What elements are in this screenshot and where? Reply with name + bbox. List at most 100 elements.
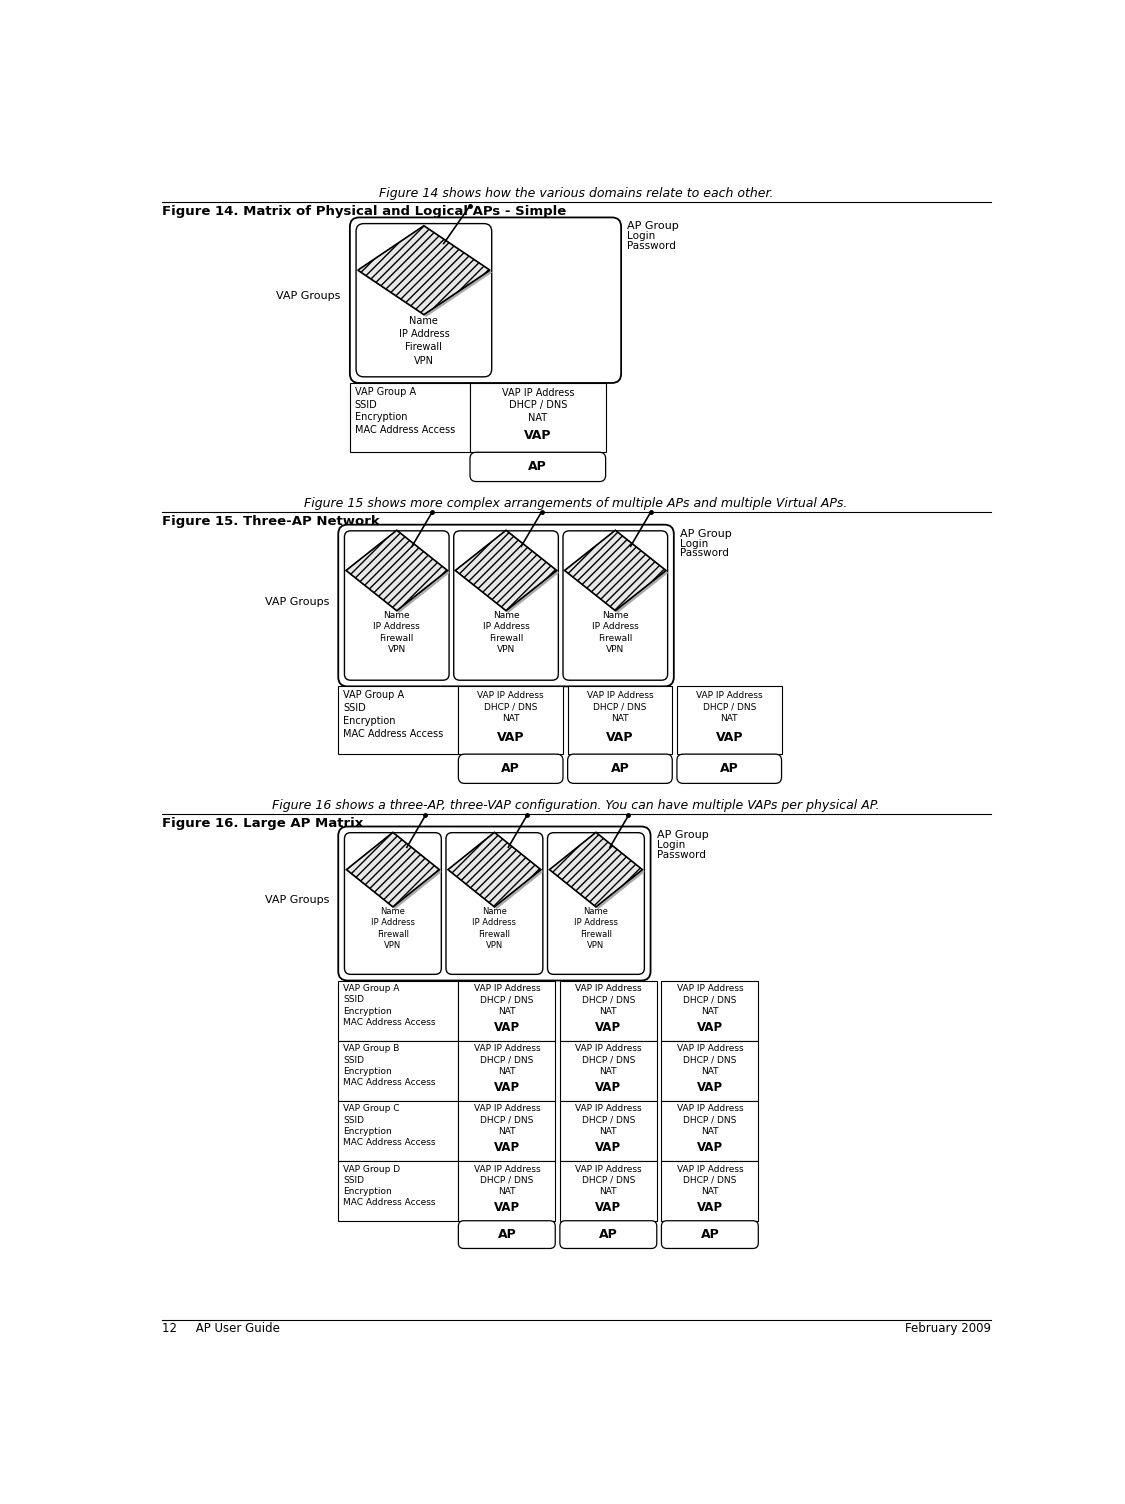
- Text: Name
IP Address
Firewall
VPN: Name IP Address Firewall VPN: [374, 611, 420, 654]
- Text: Name
IP Address
Firewall
VPN: Name IP Address Firewall VPN: [483, 611, 530, 654]
- Bar: [339, 686, 458, 754]
- Bar: [458, 686, 562, 754]
- Text: Name
IP Address
Firewall
VPN: Name IP Address Firewall VPN: [398, 316, 449, 365]
- Text: VAP Groups: VAP Groups: [277, 292, 341, 301]
- Text: Figure 14. Matrix of Physical and Logical APs - Simple: Figure 14. Matrix of Physical and Logica…: [162, 205, 567, 218]
- Bar: [662, 981, 758, 1041]
- Bar: [677, 686, 782, 754]
- Text: VAP: VAP: [494, 1021, 520, 1033]
- Text: VAP: VAP: [595, 1021, 621, 1033]
- Text: VAP Group A
SSID
Encryption
MAC Address Access: VAP Group A SSID Encryption MAC Address …: [343, 690, 443, 738]
- Text: VAP: VAP: [716, 731, 742, 744]
- FancyBboxPatch shape: [453, 531, 558, 680]
- Bar: [662, 1161, 758, 1221]
- Bar: [560, 1161, 657, 1221]
- Text: Login: Login: [657, 841, 685, 850]
- Text: VAP Group D
SSID
Encryption
MAC Address Access: VAP Group D SSID Encryption MAC Address …: [343, 1164, 435, 1206]
- Text: Name
IP Address
Firewall
VPN: Name IP Address Firewall VPN: [472, 907, 516, 949]
- Text: VAP Group A
SSID
Encryption
MAC Address Access: VAP Group A SSID Encryption MAC Address …: [343, 984, 435, 1027]
- Text: VAP: VAP: [696, 1140, 723, 1154]
- Bar: [339, 1101, 458, 1161]
- Text: February 2009: February 2009: [904, 1322, 991, 1334]
- Text: 12     AP User Guide: 12 AP User Guide: [162, 1322, 280, 1334]
- Text: VAP Group B
SSID
Encryption
MAC Address Access: VAP Group B SSID Encryption MAC Address …: [343, 1044, 435, 1087]
- Polygon shape: [456, 531, 557, 611]
- Polygon shape: [346, 832, 440, 907]
- Text: Figure 16. Large AP Matrix: Figure 16. Large AP Matrix: [162, 817, 363, 830]
- Polygon shape: [349, 532, 450, 614]
- Bar: [662, 1041, 758, 1101]
- Text: Login: Login: [628, 232, 656, 241]
- Bar: [560, 1101, 657, 1161]
- Text: AP Group: AP Group: [628, 221, 680, 232]
- Polygon shape: [565, 531, 666, 611]
- Text: VAP IP Address
DHCP / DNS
NAT: VAP IP Address DHCP / DNS NAT: [575, 1104, 641, 1136]
- Text: AP: AP: [529, 460, 547, 472]
- Text: VAP: VAP: [595, 1200, 621, 1214]
- Text: AP: AP: [701, 1227, 719, 1241]
- Text: Figure 16 shows a three-AP, three-VAP configuration. You can have multiple VAPs : Figure 16 shows a three-AP, three-VAP co…: [272, 799, 880, 812]
- FancyBboxPatch shape: [677, 754, 782, 784]
- Text: Password: Password: [680, 547, 729, 558]
- FancyBboxPatch shape: [339, 525, 674, 686]
- FancyBboxPatch shape: [470, 453, 605, 481]
- Bar: [458, 1101, 556, 1161]
- Text: VAP Groups: VAP Groups: [264, 895, 328, 905]
- Bar: [568, 686, 673, 754]
- FancyBboxPatch shape: [548, 833, 645, 975]
- Bar: [458, 1041, 556, 1101]
- Polygon shape: [450, 835, 543, 910]
- Text: Password: Password: [657, 850, 705, 860]
- Text: VAP IP Address
DHCP / DNS
NAT: VAP IP Address DHCP / DNS NAT: [474, 1164, 540, 1196]
- Text: VAP IP Address
DHCP / DNS
NAT: VAP IP Address DHCP / DNS NAT: [575, 1164, 641, 1196]
- FancyBboxPatch shape: [568, 754, 673, 784]
- Text: AP: AP: [502, 763, 520, 775]
- Text: Name
IP Address
Firewall
VPN: Name IP Address Firewall VPN: [574, 907, 618, 949]
- FancyBboxPatch shape: [344, 531, 449, 680]
- FancyBboxPatch shape: [344, 833, 441, 975]
- Text: VAP IP Address
DHCP / DNS
NAT: VAP IP Address DHCP / DNS NAT: [676, 984, 744, 1015]
- Bar: [350, 384, 470, 453]
- Text: VAP IP Address
DHCP / DNS
NAT: VAP IP Address DHCP / DNS NAT: [474, 1044, 540, 1075]
- Text: VAP: VAP: [497, 731, 524, 744]
- Text: AP: AP: [497, 1227, 516, 1241]
- Text: VAP: VAP: [696, 1080, 723, 1093]
- Text: VAP: VAP: [606, 731, 633, 744]
- Text: Login: Login: [680, 538, 709, 549]
- Text: VAP IP Address
DHCP / DNS
NAT: VAP IP Address DHCP / DNS NAT: [474, 1104, 540, 1136]
- Text: VAP: VAP: [696, 1200, 723, 1214]
- Text: AP: AP: [720, 763, 739, 775]
- FancyBboxPatch shape: [357, 224, 492, 378]
- Text: VAP: VAP: [494, 1140, 520, 1154]
- Polygon shape: [551, 835, 645, 910]
- Text: Figure 15. Three-AP Network: Figure 15. Three-AP Network: [162, 516, 380, 528]
- Text: Name
IP Address
Firewall
VPN: Name IP Address Firewall VPN: [371, 907, 415, 949]
- Polygon shape: [458, 532, 559, 614]
- Polygon shape: [448, 832, 541, 907]
- FancyBboxPatch shape: [458, 1221, 556, 1248]
- Text: VAP: VAP: [494, 1200, 520, 1214]
- FancyBboxPatch shape: [339, 827, 650, 981]
- Polygon shape: [358, 226, 490, 314]
- Text: VAP IP Address
DHCP / DNS
NAT: VAP IP Address DHCP / DNS NAT: [575, 984, 641, 1015]
- Polygon shape: [360, 229, 493, 317]
- Polygon shape: [567, 532, 668, 614]
- Text: AP: AP: [611, 763, 629, 775]
- Bar: [339, 1161, 458, 1221]
- Polygon shape: [349, 835, 442, 910]
- FancyBboxPatch shape: [350, 218, 621, 384]
- Text: VAP IP Address
DHCP / DNS
NAT: VAP IP Address DHCP / DNS NAT: [477, 690, 544, 723]
- Bar: [458, 981, 556, 1041]
- Text: VAP Group C
SSID
Encryption
MAC Address Access: VAP Group C SSID Encryption MAC Address …: [343, 1104, 435, 1146]
- Text: Figure 14 shows how the various domains relate to each other.: Figure 14 shows how the various domains …: [379, 186, 773, 200]
- Polygon shape: [346, 531, 448, 611]
- Bar: [339, 981, 458, 1041]
- FancyBboxPatch shape: [662, 1221, 758, 1248]
- Text: Figure 15 shows more complex arrangements of multiple APs and multiple Virtual A: Figure 15 shows more complex arrangement…: [305, 496, 848, 510]
- Polygon shape: [549, 832, 642, 907]
- Bar: [662, 1101, 758, 1161]
- FancyBboxPatch shape: [560, 1221, 657, 1248]
- Text: AP: AP: [598, 1227, 618, 1241]
- Text: VAP: VAP: [494, 1080, 520, 1093]
- Bar: [458, 1161, 556, 1221]
